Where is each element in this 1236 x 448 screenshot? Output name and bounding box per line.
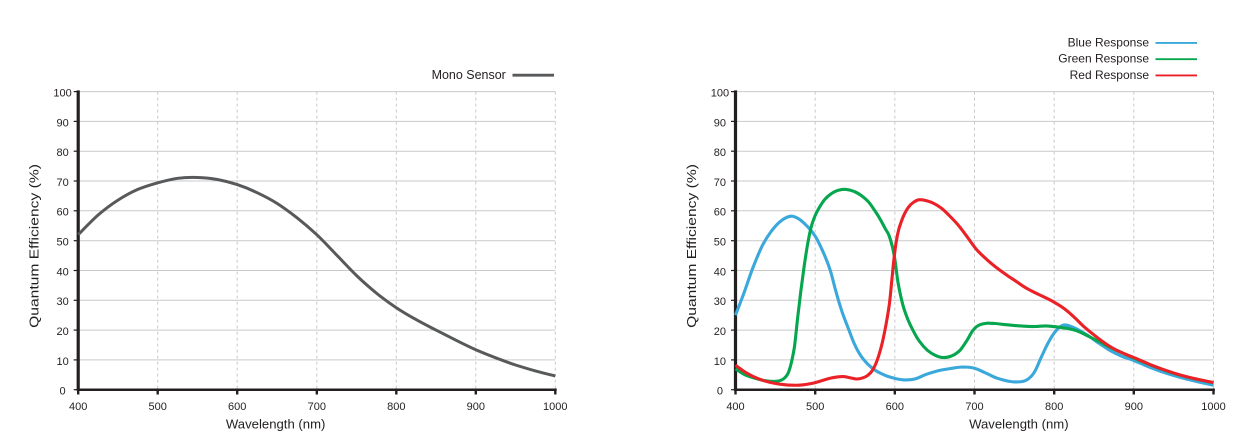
svg-text:Wavelength (nm): Wavelength (nm) xyxy=(226,417,326,432)
svg-text:10: 10 xyxy=(56,356,68,368)
svg-text:30: 30 xyxy=(56,296,68,308)
svg-text:Quantum Efficiency (%): Quantum Efficiency (%) xyxy=(684,164,699,328)
svg-text:50: 50 xyxy=(56,237,68,249)
svg-text:600: 600 xyxy=(228,401,246,413)
svg-text:20: 20 xyxy=(714,326,726,338)
svg-text:Wavelength (nm): Wavelength (nm) xyxy=(969,417,1069,432)
svg-text:100: 100 xyxy=(53,88,71,100)
svg-text:800: 800 xyxy=(1045,401,1063,413)
svg-text:900: 900 xyxy=(1125,401,1143,413)
svg-text:90: 90 xyxy=(56,117,68,129)
svg-text:500: 500 xyxy=(806,401,824,413)
svg-text:600: 600 xyxy=(886,401,904,413)
svg-text:10: 10 xyxy=(714,356,726,368)
svg-text:Quantum Efficiency (%): Quantum Efficiency (%) xyxy=(27,164,42,328)
svg-text:70: 70 xyxy=(56,177,68,189)
svg-text:90: 90 xyxy=(714,117,726,129)
svg-text:900: 900 xyxy=(467,401,485,413)
svg-text:Green Response: Green Response xyxy=(1058,52,1149,66)
svg-text:60: 60 xyxy=(714,207,726,219)
svg-text:60: 60 xyxy=(56,207,68,219)
svg-text:40: 40 xyxy=(56,266,68,278)
svg-text:30: 30 xyxy=(714,296,726,308)
svg-text:0: 0 xyxy=(717,386,723,398)
svg-text:40: 40 xyxy=(714,266,726,278)
svg-text:100: 100 xyxy=(711,88,729,100)
svg-text:1000: 1000 xyxy=(1201,401,1225,413)
svg-text:500: 500 xyxy=(149,401,167,413)
svg-text:80: 80 xyxy=(56,147,68,159)
svg-text:70: 70 xyxy=(714,177,726,189)
svg-text:700: 700 xyxy=(965,401,983,413)
svg-text:80: 80 xyxy=(714,147,726,159)
svg-text:400: 400 xyxy=(69,401,87,413)
svg-text:700: 700 xyxy=(308,401,326,413)
svg-text:Blue Response: Blue Response xyxy=(1068,35,1150,49)
svg-text:1000: 1000 xyxy=(543,401,567,413)
svg-text:Mono Sensor: Mono Sensor xyxy=(432,67,507,82)
svg-text:400: 400 xyxy=(726,401,744,413)
svg-text:800: 800 xyxy=(387,401,405,413)
svg-text:0: 0 xyxy=(60,386,66,398)
svg-text:Red Response: Red Response xyxy=(1070,68,1150,82)
svg-text:50: 50 xyxy=(714,237,726,249)
svg-text:20: 20 xyxy=(56,326,68,338)
